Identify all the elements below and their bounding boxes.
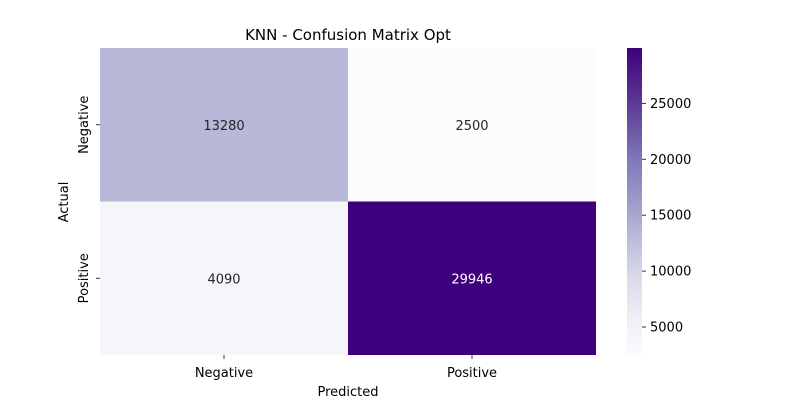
y-axis-ticks: Negative Positive [77, 96, 100, 303]
x-tick-label: Negative [195, 366, 253, 381]
colorbar-tick-label: 5000 [650, 321, 683, 336]
colorbar-ticks: 5000 10000 15000 20000 25000 [642, 97, 691, 336]
colorbar-tick-label: 10000 [650, 265, 691, 280]
colorbar-tick-label: 15000 [650, 209, 691, 224]
x-axis-label: Predicted [317, 385, 378, 400]
heatmap-cell-labels: 13280 2500 4090 29946 [203, 119, 492, 288]
cell-value-label: 2500 [455, 119, 488, 134]
cell-value-label: 13280 [203, 119, 244, 134]
heatmap-cells [100, 48, 596, 355]
x-tick-label: Positive [447, 366, 497, 381]
cell-value-label: 4090 [207, 272, 240, 287]
colorbar-tick-label: 20000 [650, 153, 691, 168]
colorbar [627, 48, 642, 355]
y-tick-label: Negative [77, 96, 92, 154]
heatmap-cell [348, 201, 596, 355]
heatmap-cell [348, 48, 596, 202]
colorbar-tick-label: 25000 [650, 97, 691, 112]
y-axis-label: Actual [57, 182, 72, 223]
x-axis-ticks: Negative Positive [195, 355, 497, 381]
chart-title: KNN - Confusion Matrix Opt [245, 26, 451, 44]
heatmap-cell [100, 201, 348, 355]
cell-value-label: 29946 [451, 272, 492, 287]
heatmap-cell [100, 48, 348, 202]
y-tick-label: Positive [77, 253, 92, 303]
